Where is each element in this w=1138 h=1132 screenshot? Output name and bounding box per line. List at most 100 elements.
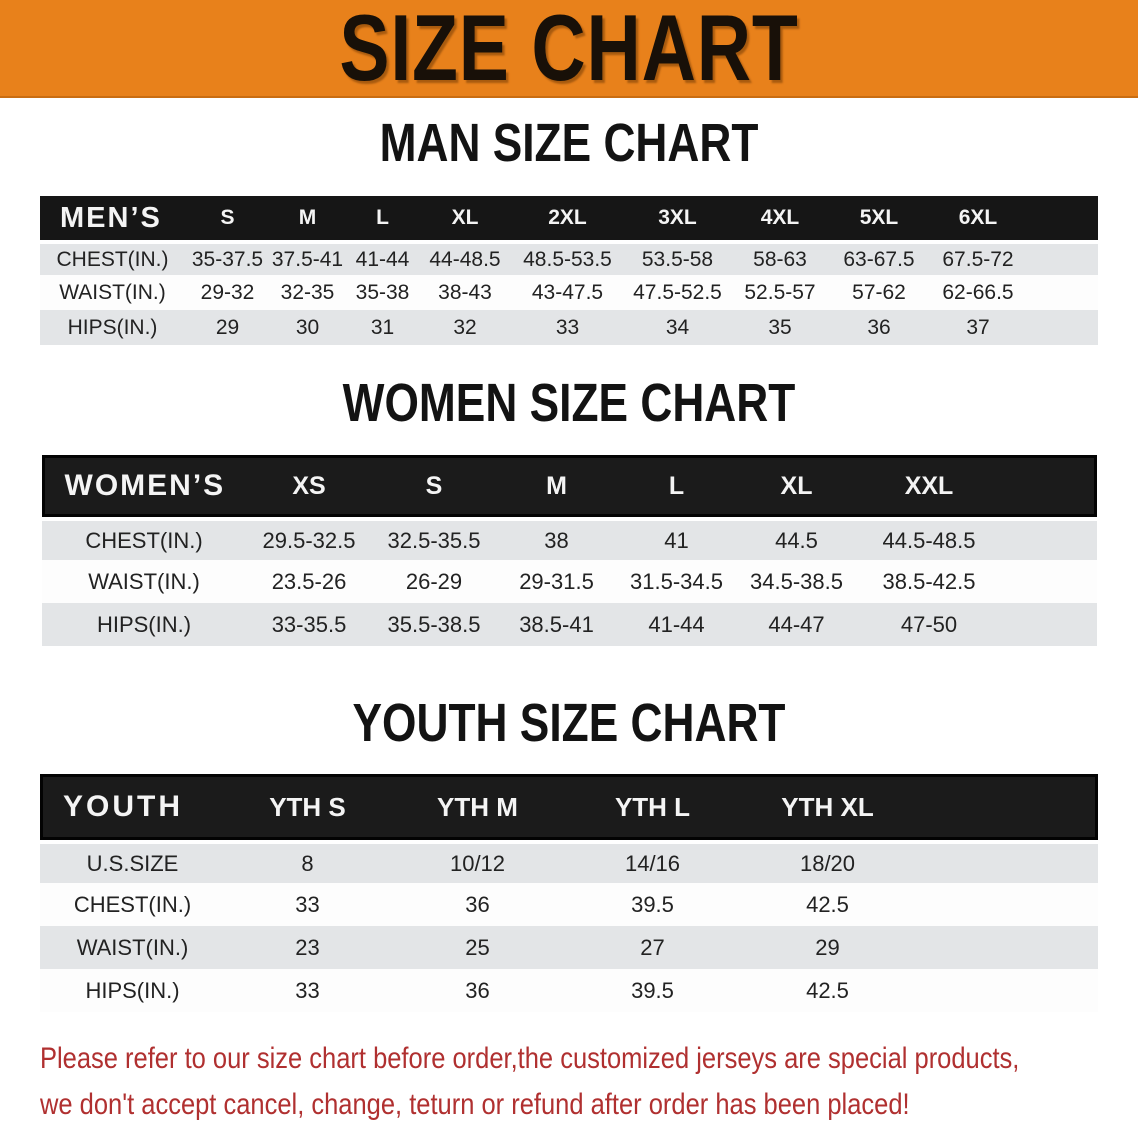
size-value: 48.5-53.5 [510,240,625,275]
womens-size-table: WOMEN’S XS S M L XL XXL CHEST(IN.) 29.5-32.5 32.5… [41,455,1097,646]
disclaimer-line-1: Please refer to our size chart before or… [40,1042,1020,1075]
table-row: HIPS(IN.) 33-35.5 35.5-38.5 38.5-41 41-44 44-… [41,603,1097,646]
size-value: 43-47.5 [510,275,625,310]
size-chart-banner: SIZE CHART [0,0,1138,98]
table-header-band: WOMEN’S XS S M L XL XXL [41,455,1097,517]
size-value: 67.5-72 [928,240,1028,275]
spacer-cell [915,883,1098,926]
size-value: 32 [420,310,510,345]
table-row: WAIST(IN.) 29-32 32-35 35-38 38-43 43-47.5 47.… [40,275,1098,310]
row-label: HIPS(IN.) [41,603,247,646]
table-row: WAIST(IN.) 23 25 27 29 [40,926,1098,969]
size-value: 37 [928,310,1028,345]
size-value: 18/20 [740,840,915,883]
size-value: 31 [345,310,420,345]
spacer-cell [915,926,1098,969]
size-value: 36 [390,969,565,1012]
size-value: 29 [740,926,915,969]
size-value: 8 [225,840,390,883]
size-value: 36 [390,883,565,926]
size-value: 39.5 [565,969,740,1012]
spacer-cell [1001,455,1097,517]
column-header: XS [246,455,372,517]
size-value: 41-44 [616,603,737,646]
row-label: WAIST(IN.) [40,275,185,310]
row-label: HIPS(IN.) [40,969,225,1012]
man-section-heading: MAN SIZE CHART [0,116,1138,170]
size-value: 33 [510,310,625,345]
column-header: YTH M [390,774,565,840]
spacer-cell [1028,240,1098,275]
spacer-cell [1001,560,1097,603]
column-header: 4XL [730,196,830,240]
size-value: 29.5-32.5 [246,517,372,560]
mens-size-table: MEN’S S M L XL 2XL 3XL 4XL 5XL 6XL CHEST(IN.) 35-37… [40,196,1098,345]
banner-title: SIZE CHART [339,0,799,100]
spacer-cell [915,840,1098,883]
size-value: 47.5-52.5 [625,275,730,310]
row-label: CHEST(IN.) [40,240,185,275]
table-row: CHEST(IN.) 29.5-32.5 32.5-35.5 38 41 44.5 44.5… [41,517,1097,560]
size-value: 63-67.5 [830,240,928,275]
size-value: 38.5-42.5 [856,560,1002,603]
size-value: 33 [225,883,390,926]
column-header: YTH L [565,774,740,840]
size-value: 53.5-58 [625,240,730,275]
disclaimer-line-2: we don't accept cancel, change, teturn o… [40,1088,910,1121]
row-label: WAIST(IN.) [40,926,225,969]
man-section-heading-text: MAN SIZE CHART [379,113,759,173]
size-value: 35-37.5 [185,240,270,275]
size-value: 35 [730,310,830,345]
size-value: 29 [185,310,270,345]
women-section-heading: WOMEN SIZE CHART [0,376,1138,430]
size-value: 44.5 [736,517,857,560]
column-header: YTH XL [740,774,915,840]
column-header: L [345,196,420,240]
column-header: S [185,196,270,240]
size-value: 14/16 [565,840,740,883]
column-header: S [371,455,497,517]
column-header: YTH S [225,774,390,840]
size-value: 38-43 [420,275,510,310]
size-value: 35.5-38.5 [371,603,497,646]
table-row: U.S.SIZE 8 10/12 14/16 18/20 [40,840,1098,883]
size-value: 23 [225,926,390,969]
size-value: 44-47 [736,603,857,646]
disclaimer: Please refer to our size chart before or… [40,1036,1138,1128]
size-value: 34.5-38.5 [736,560,857,603]
column-header: XXL [856,455,1002,517]
table-row: HIPS(IN.) 29 30 31 32 33 34 35 36 37 [40,310,1098,345]
size-value: 25 [390,926,565,969]
size-value: 41 [616,517,737,560]
size-value: 44-48.5 [420,240,510,275]
size-value: 42.5 [740,969,915,1012]
row-label: CHEST(IN.) [41,517,247,560]
youth-section-heading: YOUTH SIZE CHART [0,696,1138,750]
table-header-band: MEN’S S M L XL 2XL 3XL 4XL 5XL 6XL [40,196,1098,240]
size-value: 38 [496,517,617,560]
size-value: 33-35.5 [246,603,372,646]
row-label: HIPS(IN.) [40,310,185,345]
size-value: 29-31.5 [496,560,617,603]
size-value: 58-63 [730,240,830,275]
spacer-cell [1028,196,1098,240]
spacer-cell [915,774,1098,840]
size-value: 10/12 [390,840,565,883]
column-header: M [496,455,617,517]
size-value: 44.5-48.5 [856,517,1002,560]
size-value: 47-50 [856,603,1002,646]
size-value: 31.5-34.5 [616,560,737,603]
size-value: 26-29 [371,560,497,603]
size-value: 36 [830,310,928,345]
spacer-cell [1001,603,1097,646]
column-header: XL [736,455,857,517]
size-value: 29-32 [185,275,270,310]
size-value: 32-35 [270,275,345,310]
size-value: 39.5 [565,883,740,926]
column-header: L [616,455,737,517]
youth-size-table: YOUTH YTH S YTH M YTH L YTH XL U.S.SIZE 8 10/12… [40,774,1098,1012]
size-value: 42.5 [740,883,915,926]
column-header: XL [420,196,510,240]
size-value: 30 [270,310,345,345]
row-label: CHEST(IN.) [40,883,225,926]
